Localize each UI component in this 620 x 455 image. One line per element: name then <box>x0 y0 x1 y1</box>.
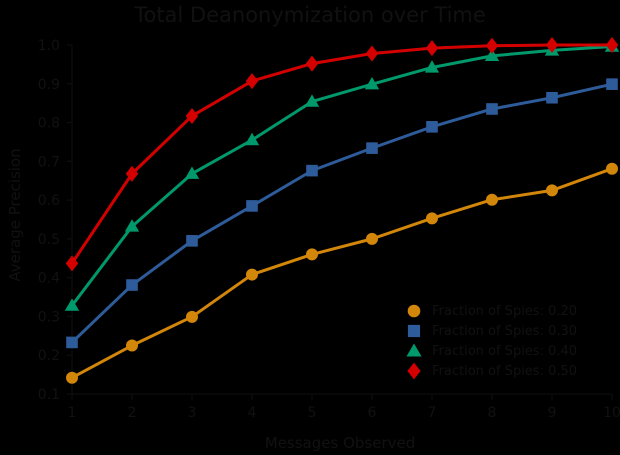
x-tick-label: 6 <box>368 405 377 421</box>
data-point-marker <box>306 248 318 261</box>
x-tick-label: 7 <box>428 405 437 421</box>
data-point-marker <box>184 166 200 179</box>
data-point-marker <box>186 310 198 323</box>
data-point-marker <box>64 298 80 311</box>
y-tick-label: 0.3 <box>38 309 60 325</box>
chart-series <box>65 37 619 272</box>
y-axis-label: Average Precision <box>6 148 24 281</box>
data-point-marker <box>66 371 78 384</box>
data-point-marker <box>486 103 498 115</box>
legend-marker-square <box>407 324 421 338</box>
data-point-marker <box>124 219 140 232</box>
data-point-marker <box>246 200 258 212</box>
x-axis-ticks: 1 2 3 4 5 6 7 8 9 10 <box>68 394 620 421</box>
data-point-marker <box>485 37 499 54</box>
x-tick-label: 8 <box>488 405 497 421</box>
data-point-marker <box>546 184 558 197</box>
legend-item[interactable]: Fraction of Spies: 0.40 <box>406 343 577 359</box>
x-axis-label: Messages Observed <box>265 434 416 452</box>
data-point-marker <box>545 37 559 53</box>
x-tick-label: 5 <box>308 405 317 421</box>
data-point-marker <box>126 279 138 291</box>
data-point-marker <box>605 37 619 53</box>
data-point-marker <box>424 60 440 73</box>
x-tick-label: 4 <box>248 405 257 421</box>
data-point-marker <box>185 107 199 124</box>
data-point-marker <box>426 212 438 225</box>
data-point-marker <box>486 193 498 206</box>
data-point-marker <box>246 268 258 281</box>
legend-item[interactable]: Fraction of Spies: 0.20 <box>407 304 577 319</box>
data-point-marker <box>606 78 618 90</box>
legend-label: Fraction of Spies: 0.50 <box>432 364 577 379</box>
y-tick-label: 0.5 <box>38 232 60 248</box>
chart-series-layer <box>64 37 620 384</box>
data-point-marker <box>546 91 558 104</box>
data-point-marker <box>304 94 320 107</box>
chart-series <box>66 78 618 349</box>
data-point-marker <box>245 73 259 90</box>
chart-series <box>66 162 618 384</box>
data-point-marker <box>306 164 318 177</box>
data-point-marker <box>426 121 438 133</box>
data-point-marker <box>366 232 378 245</box>
data-point-marker <box>65 255 79 272</box>
data-point-marker <box>366 142 378 154</box>
x-tick-label: 2 <box>128 405 137 421</box>
data-point-marker <box>484 48 500 62</box>
data-point-marker <box>126 339 138 352</box>
y-tick-label: 0.6 <box>38 193 60 209</box>
x-tick-label: 1 <box>68 405 77 421</box>
data-point-marker <box>305 55 319 72</box>
data-point-marker <box>425 40 439 57</box>
legend-marker-triangle <box>406 343 422 357</box>
data-point-marker <box>244 132 260 146</box>
data-point-marker <box>365 45 379 62</box>
data-point-marker <box>66 336 78 349</box>
legend-item[interactable]: Fraction of Spies: 0.50 <box>407 362 577 380</box>
y-tick-label: 0.9 <box>38 77 60 93</box>
series-line <box>70 43 614 265</box>
x-tick-label: 9 <box>548 405 557 421</box>
data-point-marker <box>364 76 380 90</box>
series-line <box>70 82 614 344</box>
legend-label: Fraction of Spies: 0.20 <box>432 304 577 319</box>
y-axis-ticks: 0.1 0.2 0.3 0.4 0.5 0.6 0.7 0.8 0.9 1.0 <box>38 38 72 403</box>
data-point-marker <box>186 235 198 247</box>
y-tick-label: 1.0 <box>38 38 60 54</box>
legend-label: Fraction of Spies: 0.40 <box>432 344 577 359</box>
series-line <box>70 167 614 380</box>
y-tick-label: 0.8 <box>38 116 60 132</box>
y-tick-label: 0.7 <box>38 154 60 170</box>
x-tick-label: 10 <box>603 405 620 421</box>
data-point-marker <box>125 165 139 182</box>
chart-series <box>64 39 620 311</box>
y-tick-label: 0.2 <box>38 348 60 364</box>
legend-label: Fraction of Spies: 0.30 <box>432 324 577 339</box>
legend-marker-circle <box>407 304 421 318</box>
x-tick-label: 3 <box>188 405 197 421</box>
y-tick-label: 0.4 <box>38 271 60 287</box>
legend-item[interactable]: Fraction of Spies: 0.30 <box>407 324 577 339</box>
data-point-marker <box>606 162 618 175</box>
series-line <box>70 45 614 308</box>
legend-marker-diamond <box>407 362 421 380</box>
chart-legend: Fraction of Spies: 0.20 Fraction of Spies… <box>406 304 577 380</box>
chart-title: Total Deanonymization over Time <box>133 3 486 27</box>
y-tick-label: 0.1 <box>38 387 60 403</box>
